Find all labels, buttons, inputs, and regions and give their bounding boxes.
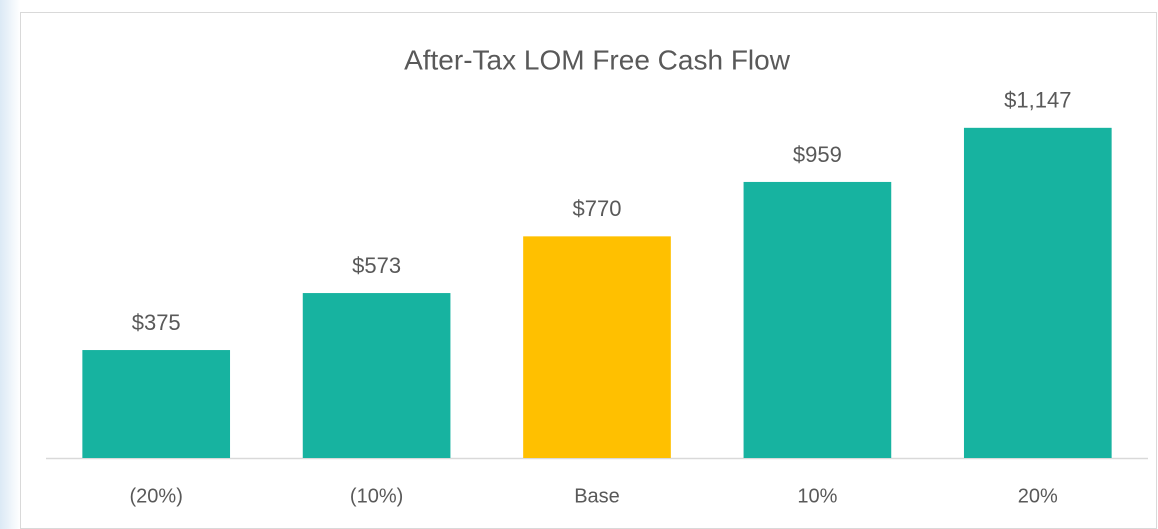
bar [82, 350, 231, 458]
bar [743, 181, 892, 458]
value-label: $375 [132, 310, 181, 335]
x-tick-label: Base [574, 485, 620, 507]
bar [963, 127, 1112, 459]
value-label: $770 [573, 196, 622, 221]
x-tick-label: (10%) [350, 485, 403, 507]
x-tick-label: 20% [1018, 485, 1058, 507]
chart-title: After-Tax LOM Free Cash Flow [404, 44, 791, 75]
value-label: $1,147 [1004, 88, 1071, 113]
background-edge [0, 0, 20, 529]
x-tick-label: (20%) [130, 485, 183, 507]
bar [302, 293, 451, 458]
value-label: $959 [793, 142, 842, 167]
bar [523, 236, 671, 458]
value-label: $573 [352, 253, 401, 278]
x-tick-label: 10% [797, 485, 837, 507]
